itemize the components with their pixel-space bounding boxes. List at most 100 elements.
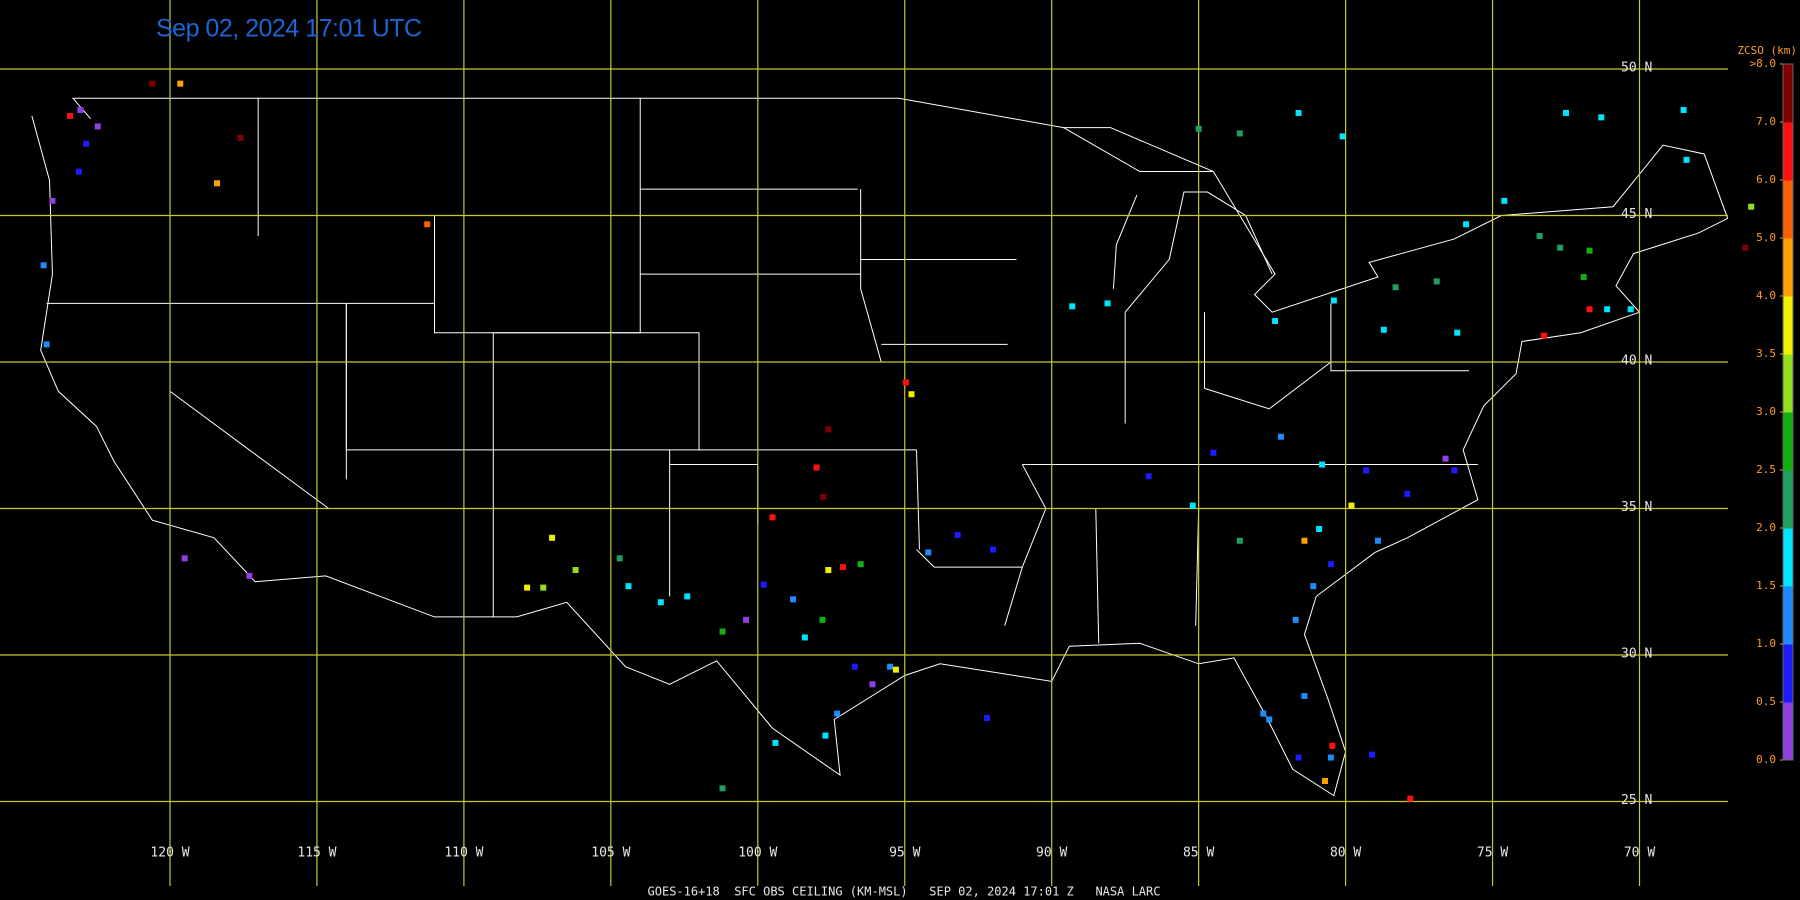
station-ceiling	[1195, 125, 1202, 132]
colorbar-label: >8.0	[1750, 57, 1777, 70]
station-ceiling	[524, 584, 531, 591]
colorbar-label: 1.5	[1756, 579, 1776, 592]
station-ceiling	[1598, 114, 1605, 121]
station-ceiling	[149, 80, 156, 87]
colorbar-band	[1783, 586, 1793, 645]
border	[169, 303, 330, 509]
colorbar-label: 2.0	[1756, 521, 1776, 534]
border	[669, 464, 759, 524]
border	[345, 303, 494, 451]
station-ceiling	[77, 107, 84, 114]
station-ceiling	[1272, 317, 1279, 324]
lon-label: 85 W	[1183, 846, 1214, 861]
colorbar-band	[1783, 354, 1793, 413]
station-ceiling	[177, 80, 184, 87]
border	[492, 332, 700, 451]
station-ceiling	[1069, 303, 1076, 310]
border	[1063, 127, 1214, 173]
station-ceiling	[1295, 754, 1302, 761]
station-ceiling	[1748, 203, 1755, 210]
lat-label: 30 N	[1621, 647, 1652, 662]
station-ceiling	[1145, 473, 1152, 480]
station-ceiling	[822, 732, 829, 739]
stations	[40, 80, 1755, 802]
station-ceiling	[1369, 751, 1376, 758]
station-ceiling	[719, 628, 726, 635]
station-ceiling	[43, 341, 50, 348]
station-ceiling	[1348, 502, 1355, 509]
map-title: Sep 02, 2024 17:01 UTC	[156, 15, 422, 43]
station-ceiling	[67, 112, 74, 119]
colorbar-band	[1783, 470, 1793, 529]
border	[1095, 508, 1100, 644]
station-ceiling	[719, 785, 726, 792]
colorbar-band	[1783, 702, 1793, 761]
station-ceiling	[840, 564, 847, 571]
station-ceiling	[908, 391, 915, 398]
station-ceiling	[902, 379, 909, 386]
lat-label: 45 N	[1621, 207, 1652, 222]
lat-label: 50 N	[1621, 61, 1652, 76]
colorbar-label: 4.0	[1756, 289, 1776, 302]
station-ceiling	[1260, 710, 1267, 717]
station-ceiling	[1433, 278, 1440, 285]
station-ceiling	[684, 593, 691, 600]
station-ceiling	[1742, 244, 1749, 251]
border	[434, 215, 641, 334]
station-ceiling	[1407, 795, 1414, 802]
station-ceiling	[1236, 130, 1243, 137]
station-ceiling	[1463, 221, 1470, 228]
station-ceiling	[1454, 329, 1461, 336]
station-ceiling	[1330, 297, 1337, 304]
colorbar-band	[1783, 122, 1793, 181]
colorbar-band	[1783, 528, 1793, 587]
colorbar-label: 0.0	[1756, 753, 1776, 766]
station-ceiling	[1586, 247, 1593, 254]
station-ceiling	[1210, 449, 1217, 456]
station-ceiling	[1301, 537, 1308, 544]
station-ceiling	[834, 710, 841, 717]
colorbar-band	[1783, 644, 1793, 703]
station-ceiling	[40, 262, 47, 269]
station-ceiling	[1557, 244, 1564, 251]
station-ceiling	[825, 567, 832, 574]
colorbar-label: 3.0	[1756, 405, 1776, 418]
colorbar-band	[1783, 238, 1793, 297]
border	[1330, 303, 1470, 372]
station-ceiling	[1536, 233, 1543, 240]
station-ceiling	[1236, 537, 1243, 544]
station-ceiling	[869, 681, 876, 688]
colorbar-label: 6.0	[1756, 173, 1776, 186]
station-ceiling	[989, 546, 996, 553]
station-ceiling	[1392, 284, 1399, 291]
station-ceiling	[1540, 332, 1547, 339]
station-ceiling	[1327, 561, 1334, 568]
station-ceiling	[857, 561, 864, 568]
station-ceiling	[1586, 306, 1593, 313]
station-ceiling	[572, 567, 579, 574]
lon-label: 100 W	[738, 846, 777, 861]
station-ceiling	[1451, 467, 1458, 474]
lon-label: 120 W	[150, 846, 189, 861]
station-ceiling	[1189, 502, 1196, 509]
graticule: 50 N 45 N 40 N 35 N 30 N 25 N 120 W 115 W 110 W 1…	[0, 0, 1728, 886]
station-ceiling	[246, 572, 253, 579]
border	[916, 549, 1023, 568]
lat-label: 25 N	[1621, 793, 1652, 808]
station-ceiling	[1501, 197, 1508, 204]
station-ceiling	[1329, 742, 1336, 749]
station-ceiling	[819, 616, 826, 623]
station-ceiling	[1680, 107, 1687, 114]
colorbar-label: 7.0	[1756, 115, 1776, 128]
colorbar-band	[1783, 64, 1793, 123]
colorbar-band	[1783, 180, 1793, 239]
station-ceiling	[181, 555, 188, 562]
footer: GOES-16+18 SFC OBS CEILING (KM-MSL) SEP …	[648, 885, 1161, 899]
colorbar: 0.0 0.5 1.0 1.5 2.0 2.5 3.0 3.5 4.0 5.0 6.0 7.0 >8.0	[1750, 57, 1794, 766]
station-ceiling	[813, 464, 820, 471]
border	[860, 189, 882, 363]
lon-label: 95 W	[889, 846, 920, 861]
station-ceiling	[772, 739, 779, 746]
station-ceiling	[75, 168, 82, 175]
